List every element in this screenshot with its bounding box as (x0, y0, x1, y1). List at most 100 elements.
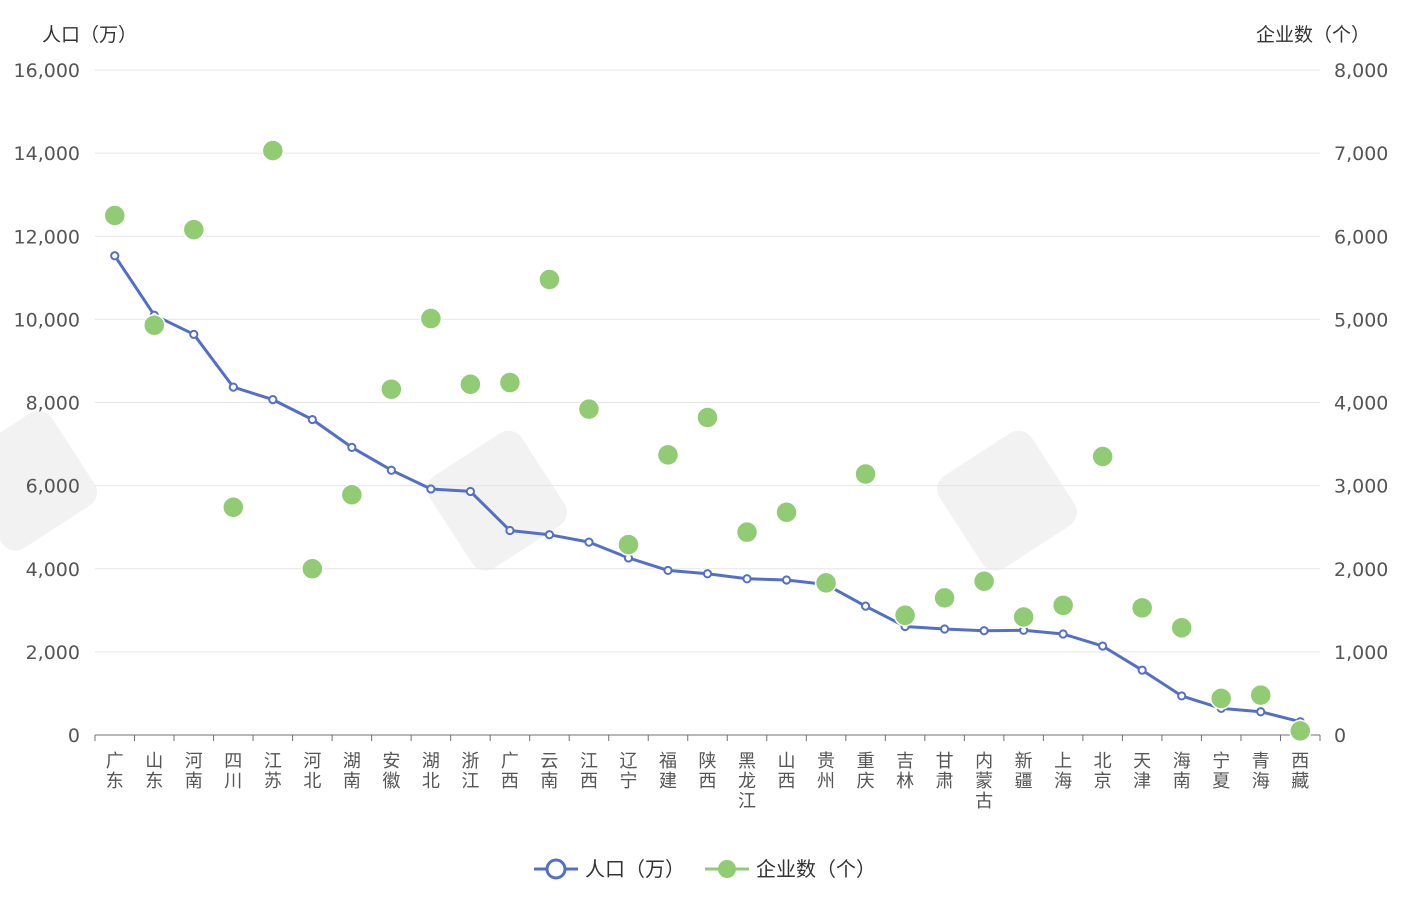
population-point (1137, 665, 1147, 675)
population-point (702, 569, 713, 579)
population-point (505, 525, 515, 536)
gridlines (95, 69, 1320, 653)
enterprise-point (617, 533, 640, 556)
enterprise-point (814, 571, 838, 595)
y-axis-left: 0 2,000 4,000 6,000 8,000 10,000 12,000 14,000 1… (14, 60, 80, 747)
x-category-label: 广西 (501, 751, 519, 792)
population-point (939, 624, 950, 634)
enterprise-point (103, 204, 127, 227)
y-axis-right: 0 1,000 2,000 3,000 4,000 5,000 6,000 7,000 8,00… (1334, 60, 1388, 747)
x-category-label: 宁夏 (1212, 751, 1230, 792)
y-left-tick-label: 16,000 (14, 60, 80, 82)
x-category-label: 广东 (106, 751, 124, 792)
y-left-tick-label: 10,000 (14, 309, 80, 331)
x-category-label: 浙江 (461, 751, 479, 792)
enterprise-point (1170, 616, 1193, 640)
enterprise-point (1130, 596, 1154, 620)
population-point (1177, 691, 1187, 701)
y-left-axis-title: 人口（万） (42, 24, 137, 46)
enterprise-point (656, 443, 680, 467)
enterprise-point (972, 569, 996, 593)
enterprise-point (933, 586, 956, 610)
x-category-label: 北京 (1094, 751, 1112, 792)
population-point (584, 537, 594, 547)
y-right-tick-label: 4,000 (1334, 393, 1388, 415)
y-left-tick-label: 12,000 (14, 226, 80, 248)
y-left-tick-label: 8,000 (26, 393, 80, 415)
x-category-label: 河北 (303, 751, 321, 792)
population-point (742, 574, 752, 584)
y-left-tick-label: 2,000 (26, 642, 80, 664)
y-right-tick-label: 3,000 (1334, 476, 1388, 498)
population-point (663, 565, 673, 576)
enterprise-point (1288, 719, 1312, 743)
enterprise-point (735, 520, 759, 544)
enterprise-point (261, 139, 285, 162)
y-left-tick-label: 0 (68, 725, 80, 747)
x-category-label: 吉林 (896, 751, 914, 792)
y-right-tick-label: 0 (1334, 725, 1346, 747)
y-left-tick-label: 6,000 (26, 476, 80, 498)
x-category-label: 安徽 (382, 751, 400, 792)
y-right-tick-label: 2,000 (1334, 559, 1388, 581)
legend-item-population[interactable]: 人口（万） (534, 857, 685, 881)
enterprise-point (1012, 605, 1035, 629)
population-point (386, 465, 396, 475)
population-series (110, 251, 1305, 727)
y-right-tick-label: 1,000 (1334, 642, 1388, 664)
y-right-tick-label: 5,000 (1334, 309, 1388, 331)
x-category-label: 山西 (778, 751, 796, 792)
enterprise-series (103, 139, 1312, 743)
population-point (426, 484, 436, 494)
population-point (979, 626, 989, 636)
x-category-label: 湖南 (343, 751, 361, 792)
enterprise-point (459, 372, 482, 396)
population-point (307, 414, 317, 425)
legend-item-enterprises[interactable]: 企业数（个） (705, 857, 876, 881)
population-point (347, 442, 357, 452)
legend-label: 人口（万） (585, 857, 685, 881)
enterprise-point (143, 313, 166, 337)
enterprise-point (1091, 445, 1114, 468)
enterprise-point (1051, 594, 1075, 617)
population-point (110, 251, 120, 261)
legend: 人口（万） 企业数（个） (534, 857, 876, 881)
population-point (781, 575, 792, 585)
population-point (189, 329, 199, 339)
enterprise-point (696, 406, 719, 429)
x-category-label: 西藏 (1291, 751, 1309, 792)
x-category-label: 江西 (580, 751, 598, 792)
enterprise-point (301, 557, 324, 580)
legend-label: 企业数（个） (756, 857, 876, 881)
enterprise-point (419, 307, 443, 330)
enterprise-point (1249, 683, 1272, 707)
y-left-tick-label: 4,000 (26, 559, 80, 581)
x-category-label: 四川 (224, 751, 242, 792)
y-right-tick-label: 7,000 (1334, 143, 1388, 165)
legend-marker (718, 860, 736, 878)
x-category-label: 河南 (185, 751, 203, 792)
x-category-label: 青海 (1252, 751, 1270, 792)
x-category-label: 天津 (1133, 751, 1151, 792)
population-point (465, 486, 476, 497)
x-category-label: 辽宁 (619, 751, 637, 792)
enterprise-point (1209, 687, 1233, 710)
x-category-label: 福建 (659, 751, 677, 792)
y-right-axis-title: 企业数（个） (1256, 24, 1370, 46)
x-category-label: 黑龙江 (738, 751, 756, 812)
population-point (1058, 629, 1068, 639)
x-category-label: 海南 (1173, 751, 1191, 792)
population-point (860, 601, 871, 611)
enterprise-point (498, 371, 522, 394)
population-point (1098, 641, 1108, 651)
x-category-label: 江苏 (264, 751, 282, 792)
enterprise-point (893, 604, 917, 627)
enterprise-point (854, 462, 877, 486)
x-category-label: 山东 (145, 751, 163, 792)
enterprise-point (538, 268, 561, 291)
x-category-label: 新疆 (1015, 751, 1033, 792)
x-category-label: 贵州 (817, 751, 835, 792)
